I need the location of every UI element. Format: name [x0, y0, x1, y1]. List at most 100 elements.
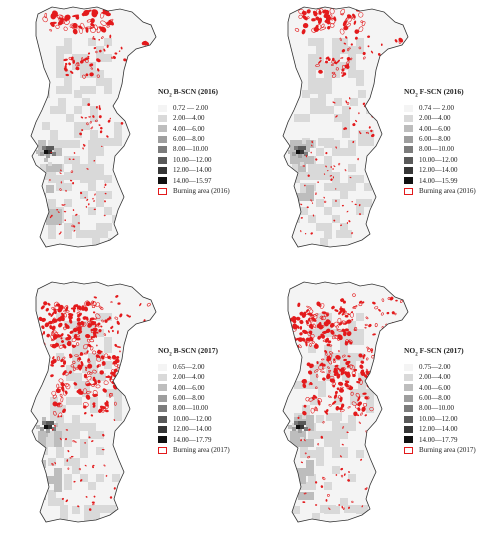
burn-patch — [61, 497, 64, 500]
burn-patch — [309, 364, 314, 369]
grid-cell — [56, 450, 64, 458]
country-outline — [30, 281, 157, 523]
burn-patch — [325, 165, 328, 168]
grid-cell — [310, 98, 318, 106]
burn-patch — [51, 463, 53, 465]
grid-cell — [348, 183, 356, 191]
burn-patch — [346, 431, 349, 434]
burn-patch — [82, 147, 84, 150]
burn-patch — [327, 340, 332, 344]
grid-cell — [348, 329, 356, 337]
burn-patch — [318, 304, 322, 308]
grid-cell — [300, 172, 308, 180]
burn-patch — [67, 467, 70, 470]
burn-patch — [55, 24, 60, 29]
grid-cell — [312, 521, 320, 522]
burn-patch — [81, 129, 84, 132]
legend-swatch — [404, 156, 413, 164]
burn-patch — [82, 143, 85, 146]
grid-cell — [100, 230, 108, 238]
burn-patch — [89, 339, 95, 343]
grid-cell — [104, 175, 112, 183]
burn-patch — [52, 401, 58, 407]
burn-patch — [85, 394, 91, 400]
country-outline — [30, 6, 157, 248]
grid-cell — [308, 215, 316, 223]
grid-cell — [358, 130, 366, 138]
grid-cell — [298, 431, 306, 439]
burn-patch — [114, 401, 117, 406]
grid-cell — [308, 86, 316, 94]
burn-patch — [92, 369, 97, 374]
grid-cell — [332, 450, 340, 458]
burn-patch — [49, 216, 52, 219]
legend-class-label: 10.00—12.00 — [419, 155, 458, 164]
burn-patch — [314, 481, 318, 484]
legend-class-label: 8.00—10.00 — [173, 404, 208, 413]
map-legend: NO2 F-SCN (2016) 0.74 — 2.00 2.00—4.00 4.0… — [404, 87, 476, 196]
grid-cell — [316, 431, 324, 439]
grid-cell-hot — [36, 150, 40, 154]
grid-cell — [90, 405, 98, 413]
map-legend: NO2 F-SCN (2017) 0.75—2.00 2.00—4.00 4.00—… — [404, 346, 476, 455]
burn-patch — [342, 65, 346, 70]
burn-patch — [109, 117, 111, 120]
grid-cell — [104, 191, 112, 199]
grid-cell — [96, 474, 104, 482]
burn-patch — [317, 399, 321, 406]
burn-patch — [343, 358, 347, 362]
grid-cell — [72, 172, 80, 180]
burn-patch — [86, 198, 89, 201]
burn-patch — [322, 421, 325, 424]
grid-cell — [92, 230, 100, 238]
burn-patch — [338, 407, 343, 410]
burn-patch — [327, 372, 331, 376]
burn-patch — [342, 329, 346, 333]
legend-class-label: 12.00—14.00 — [419, 166, 458, 175]
grid-cell — [96, 148, 104, 156]
burn-patch — [92, 350, 97, 355]
burn-patch — [350, 391, 354, 396]
burn-patch — [377, 53, 381, 56]
burn-patch — [98, 305, 102, 309]
grid-cell — [60, 521, 68, 522]
burn-patch — [360, 458, 363, 461]
burn-patch — [357, 407, 361, 412]
burn-patch — [48, 312, 52, 316]
burn-patch — [313, 323, 317, 329]
burn-patch — [94, 193, 96, 196]
legend-swatch — [158, 405, 167, 413]
grid-cell — [56, 86, 64, 94]
grid-cell — [80, 474, 88, 482]
burn-patch — [400, 331, 403, 333]
legend-swatch — [158, 415, 167, 423]
burn-patch — [364, 487, 368, 491]
burn-patch — [328, 351, 334, 355]
legend-class-row: 12.00—14.00 — [158, 424, 230, 434]
burn-patch — [50, 374, 54, 378]
burn-patch — [306, 362, 311, 367]
legend-class-row: 12.00—14.00 — [404, 165, 476, 175]
grid-cell — [294, 114, 302, 122]
burn-patch — [397, 332, 401, 335]
grid-cell — [74, 381, 82, 389]
burn-patch — [358, 131, 361, 134]
grid-cell-hot — [50, 421, 54, 425]
grid-cell — [332, 175, 340, 183]
grid-cell — [300, 482, 308, 490]
grid-cell — [76, 230, 84, 238]
grid-cell — [72, 353, 80, 361]
burn-patch — [88, 508, 92, 511]
grid-cell — [64, 482, 72, 490]
burn-patch — [305, 341, 308, 347]
burn-patch — [114, 343, 118, 347]
burn-patch — [71, 337, 77, 343]
grid-cell — [96, 223, 104, 231]
legend-burn-row: Burning area (2017) — [158, 445, 230, 455]
grid-cell-hot — [44, 425, 48, 429]
burn-patch — [58, 344, 64, 349]
burn-patch — [55, 388, 61, 394]
grid-cell — [72, 458, 80, 466]
grid-cell-hot — [304, 427, 308, 431]
grid-cell — [366, 397, 374, 405]
